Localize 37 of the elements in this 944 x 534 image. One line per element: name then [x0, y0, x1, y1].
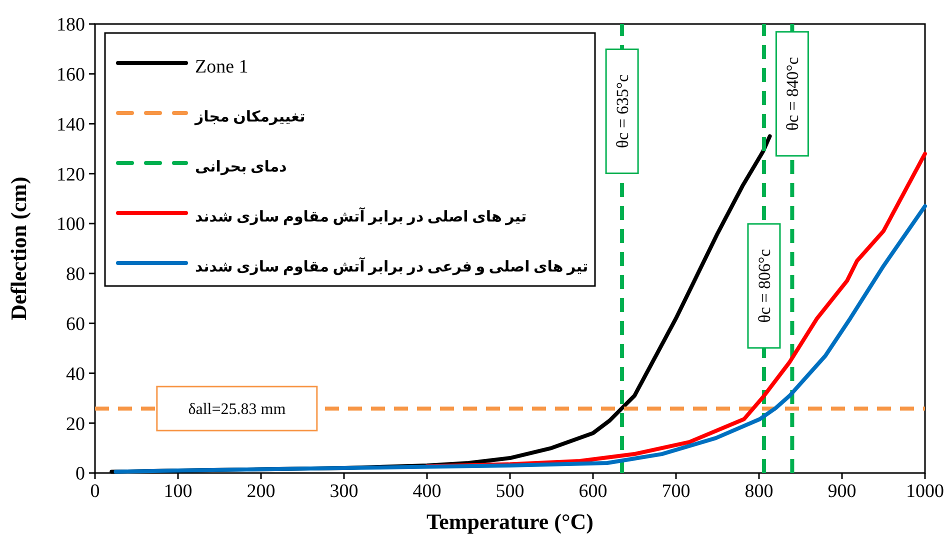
y-tick-label: 40	[66, 364, 85, 385]
y-tick-label: 140	[56, 114, 85, 136]
x-tick-label: 900	[828, 481, 856, 502]
y-tick-label: 120	[56, 164, 85, 186]
legend-label: دمای بحرانی	[195, 160, 288, 176]
legend-label: Zone 1	[195, 56, 248, 78]
legend-label: تیر های اصلی در برابر آتش مقاوم سازی شدند	[195, 206, 527, 226]
line-series	[114, 204, 927, 474]
x-tick-label: 100	[164, 481, 192, 502]
label-box: θc = 806°c	[747, 223, 781, 349]
x-tick-label: 1000	[906, 481, 944, 502]
label-box: θc = 635°c	[605, 48, 639, 174]
annotation: δall=25.83 mm	[188, 401, 286, 418]
annotation: θc = 806°c	[754, 248, 774, 323]
y-tick-label: 160	[56, 64, 85, 86]
x-tick-label: 400	[412, 481, 442, 502]
legend-label: تغییرمکان مجاز	[194, 110, 306, 126]
x-tick-label: 800	[744, 481, 774, 502]
x-tick-label: 700	[662, 481, 690, 502]
x-tick-label: 300	[330, 481, 358, 502]
y-tick-label: 180	[56, 14, 85, 36]
legend-label: تیر های اصلی و فرعی در برابر آتش مقاوم سازی شدند	[195, 256, 588, 276]
y-axis-title: Deflection (cm)	[6, 176, 31, 320]
label-box: δall=25.83 mm	[156, 386, 318, 432]
y-tick-label: 80	[66, 264, 85, 286]
y-tick-label: 20	[66, 414, 85, 435]
x-tick-label: 0	[90, 481, 100, 502]
x-tick-label: 600	[578, 481, 608, 502]
x-tick-label: 500	[496, 481, 524, 502]
annotation: θc = 635°c	[613, 74, 632, 148]
x-axis-title: Temperature (°C)	[426, 509, 594, 534]
annotation: θc = 840°c	[783, 56, 802, 131]
x-tick-label: 200	[246, 481, 276, 502]
y-tick-label: 100	[56, 214, 85, 236]
label-box: θc = 840°c	[775, 31, 809, 157]
y-tick-label: 0	[76, 464, 85, 485]
y-tick-label: 60	[66, 314, 85, 335]
